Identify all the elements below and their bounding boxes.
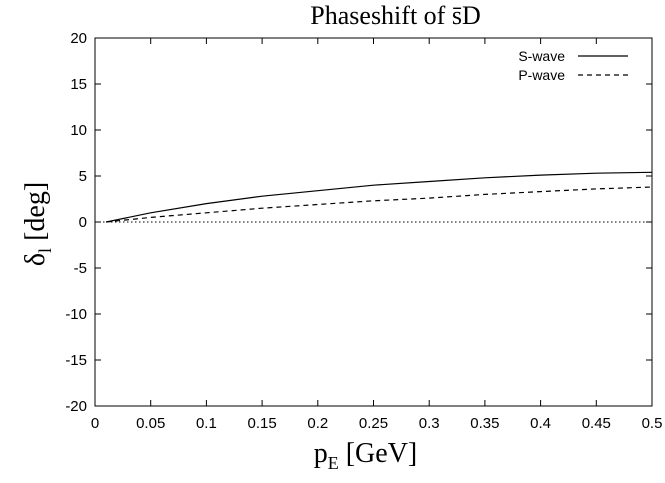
x-tick-label: 0.5 [642, 415, 663, 432]
y-tick-label: -20 [65, 398, 87, 415]
x-tick-label: 0.25 [359, 415, 388, 432]
y-tick-label: 15 [70, 76, 87, 93]
y-tick-label: 0 [79, 214, 87, 231]
x-tick-label: 0 [91, 415, 99, 432]
x-tick-label: 0.3 [419, 415, 440, 432]
x-tick-label: 0.35 [470, 415, 499, 432]
legend-label-p-wave: P-wave [518, 67, 565, 83]
y-tick-label: 20 [70, 30, 87, 47]
x-tick-label: 0.05 [136, 415, 165, 432]
x-tick-label: 0.45 [582, 415, 611, 432]
y-tick-label: 5 [79, 168, 87, 185]
y-tick-label: -15 [65, 352, 87, 369]
y-tick-label: 10 [70, 122, 87, 139]
x-tick-label: 0.2 [307, 415, 328, 432]
legend-label-s-wave: S-wave [518, 48, 565, 64]
x-tick-label: 0.1 [196, 415, 217, 432]
x-tick-label: 0.15 [247, 415, 276, 432]
y-axis-label-sub: l [35, 248, 55, 253]
y-axis-label: δl [deg] [20, 182, 55, 266]
chart-title: Phaseshift of s̄D [310, 1, 480, 30]
y-tick-label: -5 [74, 260, 87, 277]
y-axis-label-unit: [deg] [20, 182, 51, 248]
x-axis-label-main: p [314, 438, 328, 469]
series-line-p-wave [106, 186, 653, 223]
y-axis-label-main: δ [20, 253, 51, 266]
series-line-s-wave [105, 171, 653, 223]
x-tick-label: 0.4 [530, 415, 551, 432]
x-axis-label: pE [GeV] [314, 438, 418, 473]
x-axis-label-sub: E [328, 453, 339, 473]
y-tick-label: -10 [65, 306, 87, 323]
x-axis-label-unit: [GeV] [339, 438, 418, 469]
